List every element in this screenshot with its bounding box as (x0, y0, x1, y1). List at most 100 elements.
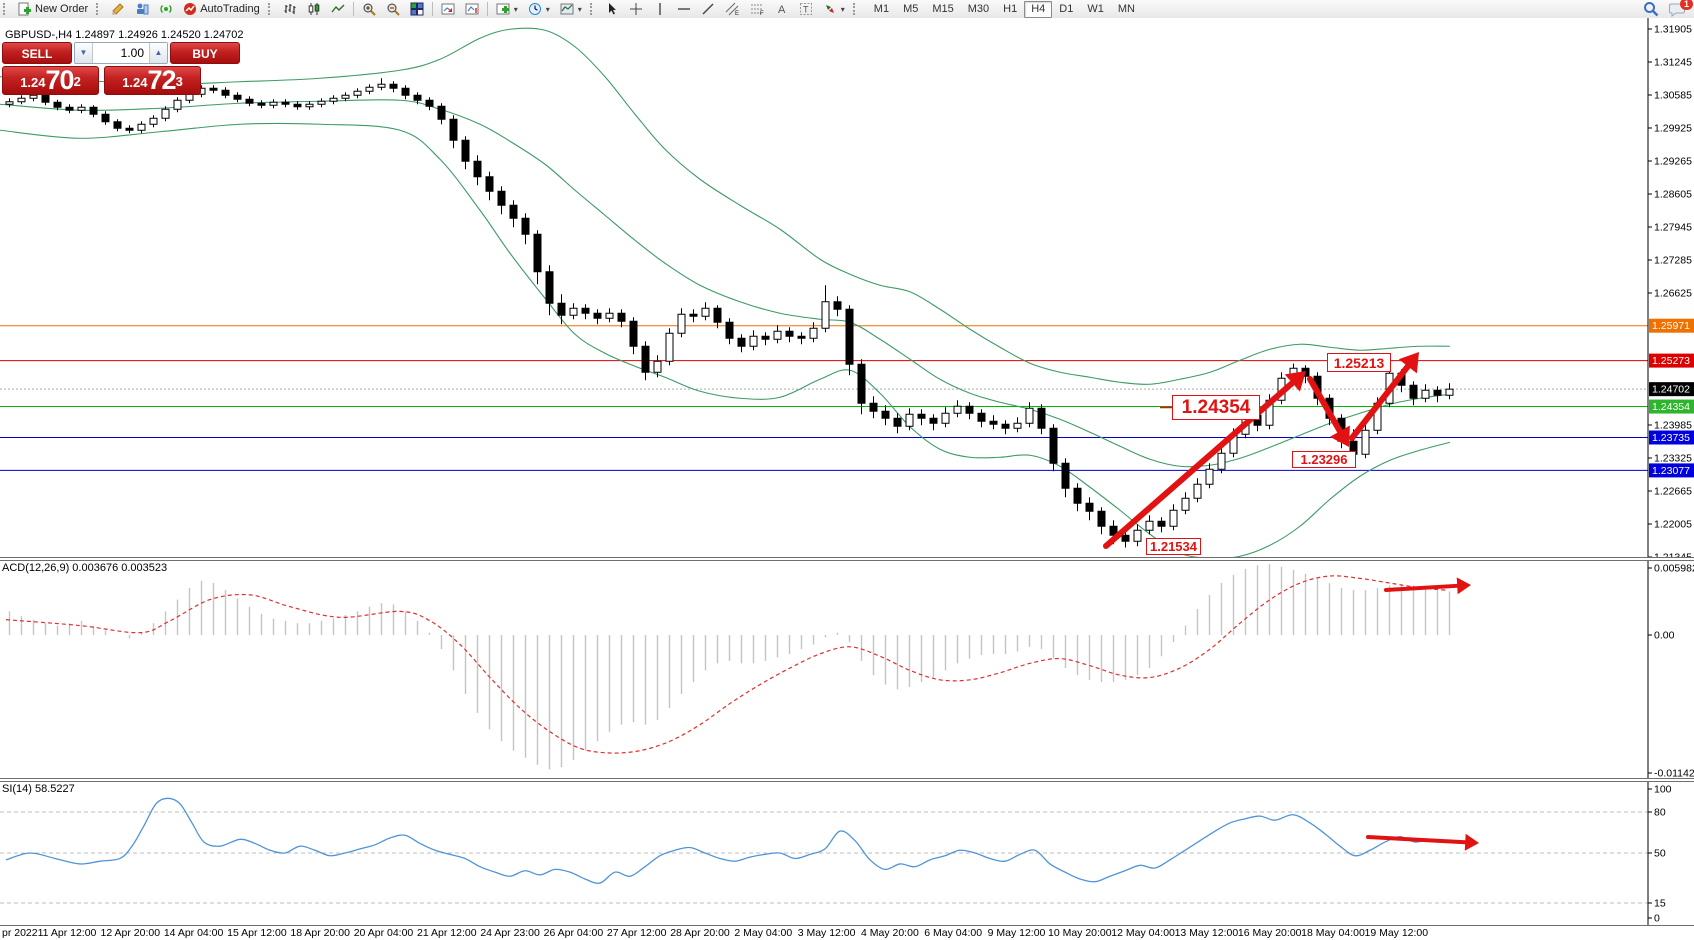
tile-windows-button[interactable] (405, 0, 429, 19)
crosshair-tool-button[interactable] (624, 0, 648, 19)
buy-button[interactable]: BUY (170, 42, 240, 64)
fibonacci-icon: F (750, 2, 765, 16)
tf-h1-button[interactable]: H1 (1003, 2, 1018, 15)
tf-h4-button[interactable]: H4 (1024, 0, 1053, 18)
timeframe-toolbar: M1 M5 M15 M30 H1 H4 D1 W1 MN (867, 0, 1142, 18)
buy-price-big: 72 (147, 65, 177, 95)
panel-separator[interactable] (0, 778, 1694, 782)
tf-mn-button[interactable]: MN (1117, 2, 1135, 15)
time-axis[interactable]: pr 2022 11 Apr 12:00 12 Apr 20:00 14 Apr 04… (0, 926, 1694, 940)
sell-button[interactable]: SELL (2, 42, 72, 64)
text-tool-button[interactable]: A (770, 0, 794, 19)
cursor-tool-button[interactable] (600, 0, 624, 19)
sell-price-display[interactable]: 1.24 70 2 (2, 66, 99, 95)
market-watch-button[interactable] (130, 0, 154, 19)
panel-separator[interactable] (0, 925, 1694, 926)
price-annotation[interactable]: 1.25213 (1327, 353, 1391, 372)
tf-m30-button[interactable]: M30 (967, 2, 990, 15)
svg-text:0.005982: 0.005982 (1654, 563, 1694, 575)
time-axis-label: 18 May 04:00 (1301, 927, 1365, 939)
horizontal-line-icon (677, 2, 691, 16)
expert-advisors-button[interactable] (106, 0, 130, 19)
fibonacci-tool-button[interactable]: F (745, 0, 770, 19)
label-tool-button[interactable]: T (794, 0, 818, 19)
svg-text:1.23325: 1.23325 (1654, 453, 1692, 465)
svg-text:1.24354: 1.24354 (1652, 401, 1690, 413)
svg-text:1.30585: 1.30585 (1654, 90, 1692, 102)
line-chart-button[interactable] (326, 0, 350, 19)
time-axis-label: 18 Apr 20:00 (290, 927, 350, 939)
panel-separator[interactable] (0, 557, 1694, 561)
toolbar-grip[interactable] (852, 3, 860, 15)
time-axis-label: 2 May 04:00 (734, 927, 793, 939)
volume-increase-button[interactable]: ▲ (149, 43, 167, 63)
rsi-indicator-panel[interactable]: 100 80 50 15 0 (0, 782, 1694, 925)
toolbar-grip[interactable] (96, 3, 103, 15)
new-order-button[interactable]: New Order (13, 0, 93, 19)
time-axis-label: 12 Apr 20:00 (100, 927, 161, 939)
toolbar-separator (431, 2, 433, 16)
zoom-in-icon (362, 2, 376, 16)
svg-text:15: 15 (1654, 898, 1666, 910)
autotrading-button[interactable]: AutoTrading (178, 0, 265, 19)
buy-price-display[interactable]: 1.24 72 3 (104, 66, 201, 95)
one-click-trading-panel: SELL ▼ 1.00 ▲ BUY 1.24 70 2 1.24 72 3 (2, 42, 240, 95)
hline-tool-button[interactable] (672, 0, 696, 19)
candlestick-button[interactable] (302, 0, 326, 19)
tf-d1-button[interactable]: D1 (1059, 2, 1074, 15)
indicators-button[interactable]: ▾ (491, 0, 523, 19)
svg-text:80: 80 (1654, 807, 1666, 819)
text-label-icon: T (799, 2, 813, 16)
template-icon (560, 2, 574, 16)
dropdown-caret-icon: ▾ (577, 4, 582, 14)
tf-m1-button[interactable]: M1 (873, 2, 890, 15)
tf-w1-button[interactable]: W1 (1087, 2, 1104, 15)
autotrading-icon (183, 2, 197, 16)
tf-m5-button[interactable]: M5 (903, 2, 919, 15)
price-annotation[interactable]: 1.24354 (1172, 395, 1260, 420)
chart-plus-icon (465, 2, 479, 16)
time-axis-label: 21 Apr 12:00 (417, 927, 477, 939)
periods-button[interactable]: ▾ (523, 0, 555, 19)
toolbar-grip[interactable] (589, 3, 597, 15)
alerts-button[interactable] (154, 0, 178, 19)
svg-text:1.31905: 1.31905 (1654, 24, 1692, 36)
tf-m15-button[interactable]: M15 (932, 2, 954, 15)
notifications-button[interactable]: 1 (1669, 0, 1693, 20)
dropdown-caret-icon: ▾ (840, 4, 845, 14)
price-annotation[interactable]: 1.23296 (1292, 451, 1356, 468)
svg-text:T: T (803, 5, 809, 15)
zoom-out-icon (386, 2, 400, 16)
toolbar-separator (486, 2, 488, 16)
toolbar-grip[interactable] (3, 3, 10, 15)
trendline-icon (701, 2, 715, 16)
new-chart-button[interactable] (436, 0, 460, 19)
time-axis-label: 28 Apr 20:00 (670, 927, 730, 939)
templates-button[interactable]: ▾ (555, 0, 587, 19)
dropdown-caret-icon: ▾ (513, 4, 518, 14)
zoom-out-button[interactable] (381, 0, 405, 19)
time-axis-label: 24 Apr 23:00 (480, 927, 540, 939)
svg-text:100: 100 (1654, 784, 1672, 796)
bar-chart-button[interactable] (278, 0, 302, 19)
zoom-in-button[interactable] (357, 0, 381, 19)
volume-decrease-button[interactable]: ▼ (75, 43, 93, 63)
vline-tool-button[interactable] (648, 0, 672, 19)
arrows-tool-button[interactable]: ▾ (818, 0, 850, 19)
svg-text:50: 50 (1654, 848, 1666, 860)
toolbar-grip[interactable] (267, 3, 275, 15)
trendline-tool-button[interactable] (696, 0, 720, 19)
chart-arrow-icon (441, 2, 455, 16)
search-icon[interactable] (1643, 1, 1659, 20)
svg-text:1.24702: 1.24702 (1652, 384, 1690, 396)
channel-tool-button[interactable]: E (720, 0, 745, 19)
price-annotation[interactable]: 1.21534 (1146, 538, 1201, 555)
main-price-chart[interactable]: 1.31905 1.31245 1.30585 1.29925 1.29265 1.286… (0, 18, 1694, 557)
macd-indicator-panel[interactable]: 0.005982 0.00 -0.011429 (0, 561, 1694, 778)
svg-text:1.23077: 1.23077 (1652, 465, 1690, 477)
svg-text:1.23985: 1.23985 (1654, 420, 1692, 432)
volume-input[interactable]: 1.00 (120, 46, 144, 60)
time-axis-label: 3 May 12:00 (797, 927, 856, 939)
profile-charts-button[interactable] (460, 0, 484, 19)
trader-icon (135, 2, 149, 16)
